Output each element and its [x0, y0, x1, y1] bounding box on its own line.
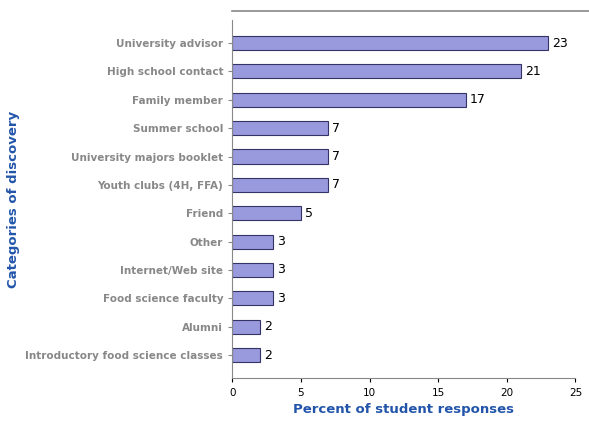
Text: 3: 3	[277, 235, 286, 248]
Text: 7: 7	[332, 122, 340, 135]
Text: 7: 7	[332, 150, 340, 163]
Text: 23: 23	[552, 36, 568, 49]
Text: 3: 3	[277, 292, 286, 305]
Text: 2: 2	[264, 320, 272, 333]
Bar	[232, 178, 328, 192]
Bar	[232, 348, 260, 362]
Text: 2: 2	[264, 349, 272, 362]
Bar	[232, 36, 548, 50]
Bar	[232, 263, 273, 277]
Text: 21: 21	[525, 65, 540, 78]
Bar	[232, 291, 273, 305]
Y-axis label: Categories of discovery: Categories of discovery	[7, 110, 20, 288]
Bar	[232, 149, 328, 164]
Bar	[232, 121, 328, 135]
Bar	[232, 320, 260, 334]
Text: 5: 5	[305, 207, 313, 220]
Text: 3: 3	[277, 264, 286, 277]
Bar	[232, 234, 273, 249]
Bar	[232, 93, 466, 107]
Bar	[232, 64, 521, 79]
Text: 7: 7	[332, 179, 340, 191]
X-axis label: Percent of student responses: Percent of student responses	[293, 403, 514, 416]
Bar	[232, 206, 301, 220]
Text: 17: 17	[470, 93, 485, 106]
